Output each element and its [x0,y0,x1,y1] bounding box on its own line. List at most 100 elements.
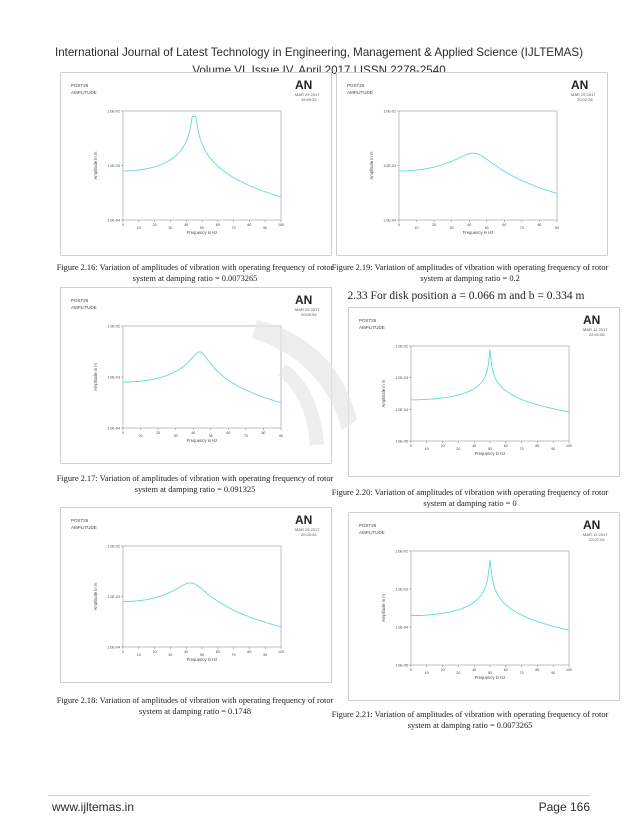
x-tick-label: 60 [216,223,220,227]
x-tick-label: 50 [485,226,489,230]
response-curve [398,152,558,194]
x-tick-label: 10 [425,447,429,451]
y-tick-label: 1.0E-04 [107,646,120,650]
y-tick-label: 1.0E-04 [395,626,408,630]
plot-time: 20:02:28 [577,97,593,102]
response-curve [123,351,282,404]
x-tick-label: 50 [200,653,204,657]
y-tick-label: 1.0E-02 [107,545,120,549]
plot-tag: POST26 [71,298,89,303]
x-tick-label: 30 [168,226,172,230]
plot-date: MAR 29 2017 [571,92,596,97]
journal-title: International Journal of Latest Technolo… [54,46,584,59]
x-tick-label: 50 [200,226,204,230]
caption-2-21: Figure 2.21: Variation of amplitudes of … [331,710,609,730]
plot-time: 22:07:04 [589,537,605,542]
x-tick-label: 10 [137,226,141,230]
plot-date: MAR 29 2017 [295,92,320,97]
x-tick-label: 40 [472,668,476,672]
x-axis-label: Frequency in Hz [475,675,506,680]
y-tick-label: 1.0E-04 [107,219,120,223]
y-tick-label: 1.0E-03 [383,164,396,168]
response-curve [411,559,570,631]
caption-2-17: Figure 2.17: Variation of amplitudes of … [56,474,334,494]
ansys-logo: AN [295,78,312,92]
x-tick-label: 60 [504,444,508,448]
footer-page-number: Page 166 [538,800,590,814]
x-tick-label: 50 [488,671,492,675]
x-axis-label: Frequency in Hz [187,230,218,235]
ansys-logo: AN [583,313,600,327]
x-tick-label: 20 [156,431,160,435]
plot-date: MAR 29 2017 [295,527,320,532]
plot-frame [122,110,282,221]
x-tick-label: 20 [153,650,157,654]
x-tick-label: 50 [209,434,213,438]
x-tick-label: 50 [488,447,492,451]
x-tick-label: 20 [432,223,436,227]
y-tick-label: 1.0E-03 [107,376,120,380]
x-tick-label: 60 [504,668,508,672]
plot-tag: POST26 [359,318,377,323]
y-tick-label: 1.0E-02 [395,550,408,554]
x-tick-label: 0 [410,444,412,448]
y-axis-label: Amplitude in m [93,582,98,610]
x-tick-label: 90 [551,671,555,675]
x-tick-label: 40 [467,223,471,227]
figure-2-16: POST26 AMPLITUDE AN MAR 29 2017 19:59:32 1.0E… [60,72,332,256]
x-tick-label: 60 [502,223,506,227]
plot-date: MAR 12 2017 [583,532,608,537]
plot-tag: POST26 [359,523,377,528]
ansys-logo: AN [583,518,600,532]
x-tick-label: 20 [153,223,157,227]
y-tick-label: 1.0E-04 [395,408,408,412]
y-axis-label: Amplitude in m [381,594,386,622]
x-tick-label: 70 [520,671,524,675]
x-tick-label: 90 [555,226,559,230]
x-tick-label: 80 [535,668,539,672]
y-tick-label: 1.0E-02 [395,345,408,349]
response-curve [411,349,570,413]
x-axis-label: Frequency in Hz [187,438,218,443]
x-tick-label: 90 [263,653,267,657]
plot-frame [410,345,570,442]
caption-2-18: Figure 2.18: Variation of amplitudes of … [56,696,334,716]
x-tick-label: 30 [456,671,460,675]
y-axis-label: Amplitude in m [369,151,374,179]
plot-subtag: AMPLITUDE [359,530,385,535]
x-tick-label: 70 [232,653,236,657]
x-axis-label: Frequency in Hz [475,451,506,456]
y-tick-label: 1.0E-03 [107,595,120,599]
y-tick-label: 1.0E-03 [107,164,120,168]
plot-frame [410,550,570,666]
plot-subtag: AMPLITUDE [359,325,385,330]
x-tick-label: 20 [441,668,445,672]
ansys-logo: AN [571,78,588,92]
plot-time: 20:00:44 [301,532,317,537]
y-axis-label: Amplitude in m [93,363,98,391]
x-tick-label: 30 [456,447,460,451]
plot-date: MAR 12 2017 [583,327,608,332]
y-tick-label: 1.0E-03 [395,376,408,380]
response-curve [122,582,282,628]
plot-time: 19:59:32 [301,97,317,102]
x-tick-label: 40 [184,223,188,227]
plot-subtag: AMPLITUDE [347,90,373,95]
plot-subtag: AMPLITUDE [71,525,97,530]
x-tick-label: 20 [441,444,445,448]
y-tick-label: 1.0E-05 [395,440,408,444]
y-tick-label: 1.0E-04 [383,219,396,223]
x-tick-label: 80 [535,444,539,448]
x-tick-label: 0 [122,431,124,435]
x-tick-label: 80 [537,223,541,227]
plot-subtag: AMPLITUDE [71,305,97,310]
y-tick-label: 1.0E-03 [395,588,408,592]
ansys-logo: AN [295,513,312,527]
y-axis-label: Amplitude in m [381,379,386,407]
x-axis-label: Frequency in Hz [463,230,494,235]
x-axis-label: Frequency in Hz [187,657,218,662]
response-curve [122,116,282,198]
footer-divider [48,795,590,796]
x-tick-label: 30 [450,226,454,230]
x-tick-label: 90 [263,226,267,230]
